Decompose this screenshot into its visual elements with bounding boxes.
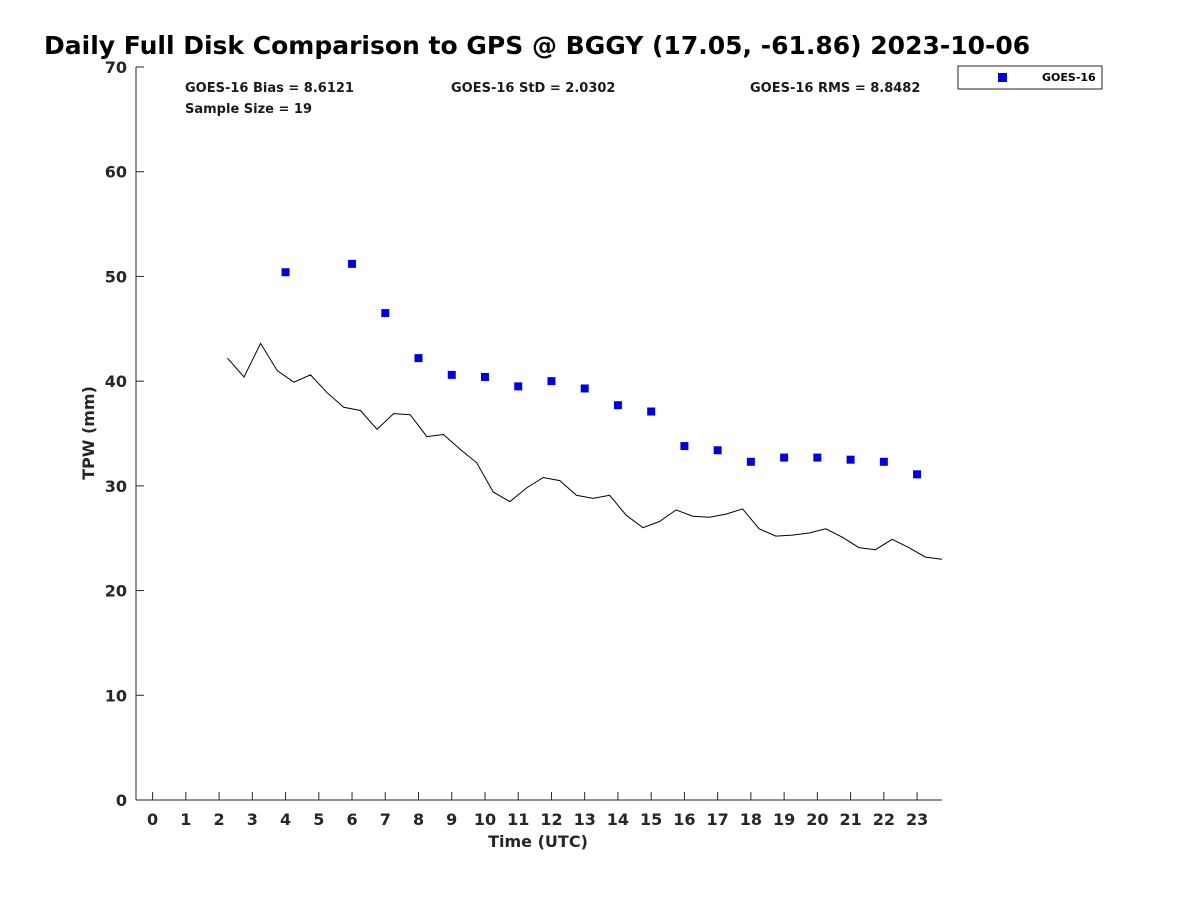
goes16-point <box>879 457 888 466</box>
x-tick-label: 1 <box>180 810 191 829</box>
goes16-point <box>846 455 855 464</box>
x-tick-label: 18 <box>740 810 762 829</box>
x-tick-label: 5 <box>313 810 324 829</box>
y-tick-label: 10 <box>105 686 127 705</box>
goes16-point <box>713 446 722 455</box>
x-tick-label: 20 <box>806 810 828 829</box>
goes16-point <box>913 470 922 479</box>
x-axis-label: Time (UTC) <box>488 832 588 851</box>
y-tick-label: 60 <box>105 163 127 182</box>
x-tick-label: 7 <box>380 810 391 829</box>
legend: GOES-16 <box>957 65 1103 90</box>
goes16-point <box>580 384 589 393</box>
bias-stat: GOES-16 Bias = 8.6121 <box>185 81 354 96</box>
x-tick-label: 23 <box>906 810 928 829</box>
x-tick-label: 15 <box>640 810 662 829</box>
std-stat: GOES-16 StD = 2.0302 <box>451 81 615 96</box>
x-tick-label: 14 <box>607 810 629 829</box>
gps-tpw-line <box>227 342 943 560</box>
goes16-point <box>647 407 656 416</box>
x-tick-label: 19 <box>773 810 795 829</box>
x-tick-label: 13 <box>574 810 596 829</box>
goes16-point <box>281 268 290 277</box>
goes16-point <box>381 309 390 318</box>
x-tick-label: 22 <box>873 810 895 829</box>
x-tick-label: 10 <box>474 810 496 829</box>
goes16-point <box>613 401 622 410</box>
sample-size-stat: Sample Size = 19 <box>185 102 312 117</box>
x-tick-label: 3 <box>247 810 258 829</box>
goes16-point <box>480 372 489 381</box>
x-tick-label: 11 <box>507 810 529 829</box>
goes16-point <box>514 382 523 391</box>
x-tick-label: 16 <box>673 810 695 829</box>
x-tick-label: 0 <box>147 810 158 829</box>
x-tick-label: 6 <box>346 810 357 829</box>
goes16-point <box>746 457 755 466</box>
x-tick-label: 2 <box>214 810 225 829</box>
y-axis-label: TPW (mm) <box>79 386 98 480</box>
goes16-point <box>348 259 357 268</box>
chart-title: Daily Full Disk Comparison to GPS @ BGGY… <box>44 31 1030 60</box>
goes16-point <box>680 442 689 451</box>
plot-area <box>227 259 943 560</box>
y-tick-label: 40 <box>105 372 127 391</box>
y-tick-label: 20 <box>105 582 127 601</box>
x-tick-label: 21 <box>839 810 861 829</box>
x-tick-label: 8 <box>413 810 424 829</box>
goes16-point <box>547 377 556 386</box>
goes16-point <box>447 370 456 379</box>
y-tick-label: 30 <box>105 477 127 496</box>
y-ticks: 0 10 20 30 40 50 60 70 <box>105 58 144 810</box>
plot-axes <box>135 67 942 801</box>
x-ticks: 0 1 2 3 4 5 6 7 8 9 10 11 12 13 14 15 16 17 18 19 20 21 22 23 <box>147 792 928 829</box>
legend-box <box>957 65 1103 90</box>
y-tick-label: 50 <box>105 267 127 286</box>
x-tick-label: 9 <box>446 810 457 829</box>
y-tick-label: 70 <box>105 58 127 77</box>
rms-stat: GOES-16 RMS = 8.8482 <box>750 81 920 96</box>
goes16-point <box>780 453 789 462</box>
legend-label-goes16: GOES-16 <box>1042 71 1096 84</box>
goes16-point <box>813 453 822 462</box>
goes16-point <box>414 354 423 363</box>
legend-marker-goes16 <box>998 73 1007 82</box>
x-tick-label: 4 <box>280 810 291 829</box>
y-tick-label: 0 <box>116 791 127 810</box>
x-tick-label: 17 <box>707 810 729 829</box>
x-tick-label: 12 <box>540 810 562 829</box>
